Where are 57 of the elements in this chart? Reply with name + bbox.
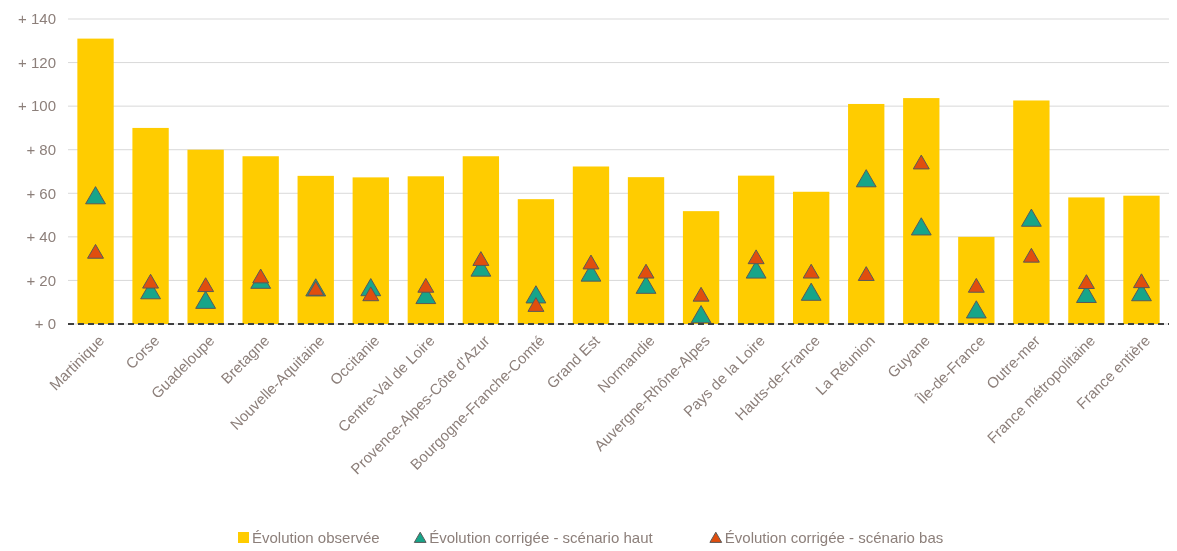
- bar: [462, 156, 500, 324]
- y-tick-label: + 0: [34, 315, 56, 333]
- point: [910, 217, 932, 236]
- bar: [517, 199, 555, 324]
- bar: [1013, 100, 1050, 324]
- bar: [737, 175, 775, 324]
- point: [582, 254, 600, 270]
- point: [690, 305, 712, 324]
- point: [692, 286, 710, 302]
- point: [965, 300, 987, 319]
- point: [195, 290, 217, 309]
- point: [1077, 274, 1095, 290]
- point: [1133, 273, 1150, 289]
- bar: [848, 103, 885, 324]
- bar: [407, 176, 444, 324]
- point: [1022, 247, 1040, 263]
- bar: [627, 177, 665, 324]
- bar: [793, 191, 830, 324]
- bar: [242, 156, 279, 324]
- bar: [1123, 195, 1160, 324]
- bar: [682, 211, 720, 324]
- y-tick-label: + 40: [26, 228, 56, 246]
- point: [417, 277, 435, 293]
- legend-label: Évolution observée: [252, 529, 380, 547]
- point: [142, 273, 160, 289]
- point: [527, 297, 545, 312]
- bar: [297, 175, 334, 324]
- point: [472, 251, 490, 266]
- point: [85, 186, 106, 205]
- point: [637, 263, 655, 279]
- point: [855, 169, 877, 188]
- point: [362, 286, 380, 302]
- y-tick-label: + 20: [26, 271, 56, 289]
- bar: [187, 149, 224, 324]
- point: [747, 249, 765, 265]
- bar: [77, 38, 114, 324]
- y-tick-label: + 100: [18, 97, 56, 115]
- point: [802, 263, 820, 279]
- point: [252, 268, 270, 284]
- y-tick-label: + 60: [26, 184, 56, 202]
- bar: [572, 166, 610, 324]
- point: [1020, 208, 1042, 227]
- bar: [352, 177, 389, 324]
- point: [967, 277, 985, 293]
- point: [800, 282, 822, 301]
- point: [857, 266, 875, 281]
- point: [912, 154, 930, 170]
- y-tick-label: + 140: [18, 10, 56, 28]
- point: [197, 277, 215, 293]
- y-tick-label: + 80: [26, 140, 56, 158]
- bar: [132, 127, 169, 324]
- y-tick-label: + 120: [18, 53, 56, 71]
- point: [87, 243, 104, 259]
- bar: [903, 98, 940, 324]
- bar: [1068, 197, 1105, 324]
- legend-label: Évolution corrigée - scénario haut: [429, 529, 654, 547]
- legend-label: Évolution corrigée - scénario bas: [724, 529, 944, 547]
